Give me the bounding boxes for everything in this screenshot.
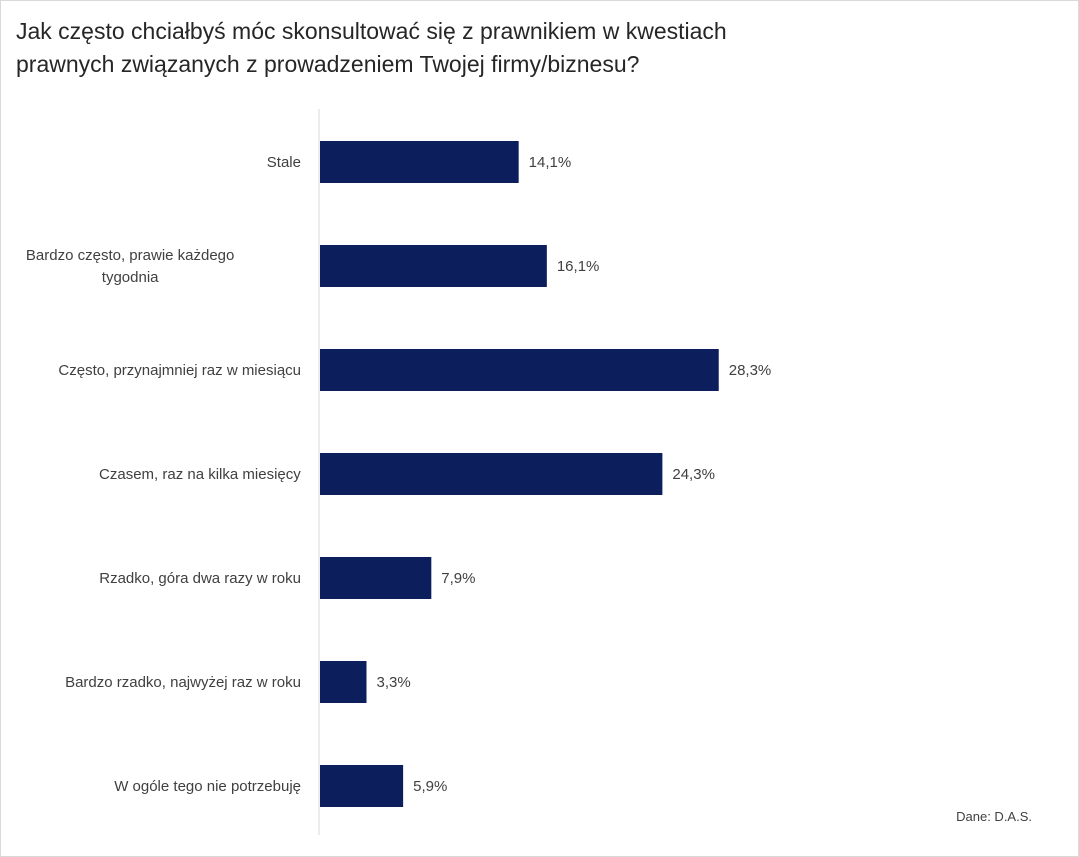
bar [320,141,519,183]
value-label: 3,3% [376,674,410,691]
bar [320,557,432,599]
category-label: Stale [267,154,301,171]
category-label: Często, przynajmniej raz w miesiącu [58,362,301,379]
category-label: Bardzo często, prawie każdego tygodnia [26,247,234,286]
chart-title: Jak często chciałbyś móc skonsultować si… [16,18,727,77]
bar [320,453,663,495]
value-label: 7,9% [441,570,475,587]
value-label: 14,1% [529,154,572,171]
value-label: 5,9% [413,778,447,795]
source-note: Dane: D.A.S. [956,809,1032,824]
category-label: Bardzo rzadko, najwyżej raz w roku [65,674,301,691]
category-label: Czasem, raz na kilka miesięcy [99,466,301,483]
value-label: 28,3% [729,362,772,379]
category-label: W ogóle tego nie potrzebuję [114,778,301,795]
bar [320,349,719,391]
bar [320,245,547,287]
value-label: 24,3% [672,466,715,483]
category-label: Rzadko, góra dwa razy w roku [99,570,301,587]
bar [320,765,404,807]
value-label: 16,1% [557,258,600,275]
bar [320,661,367,703]
